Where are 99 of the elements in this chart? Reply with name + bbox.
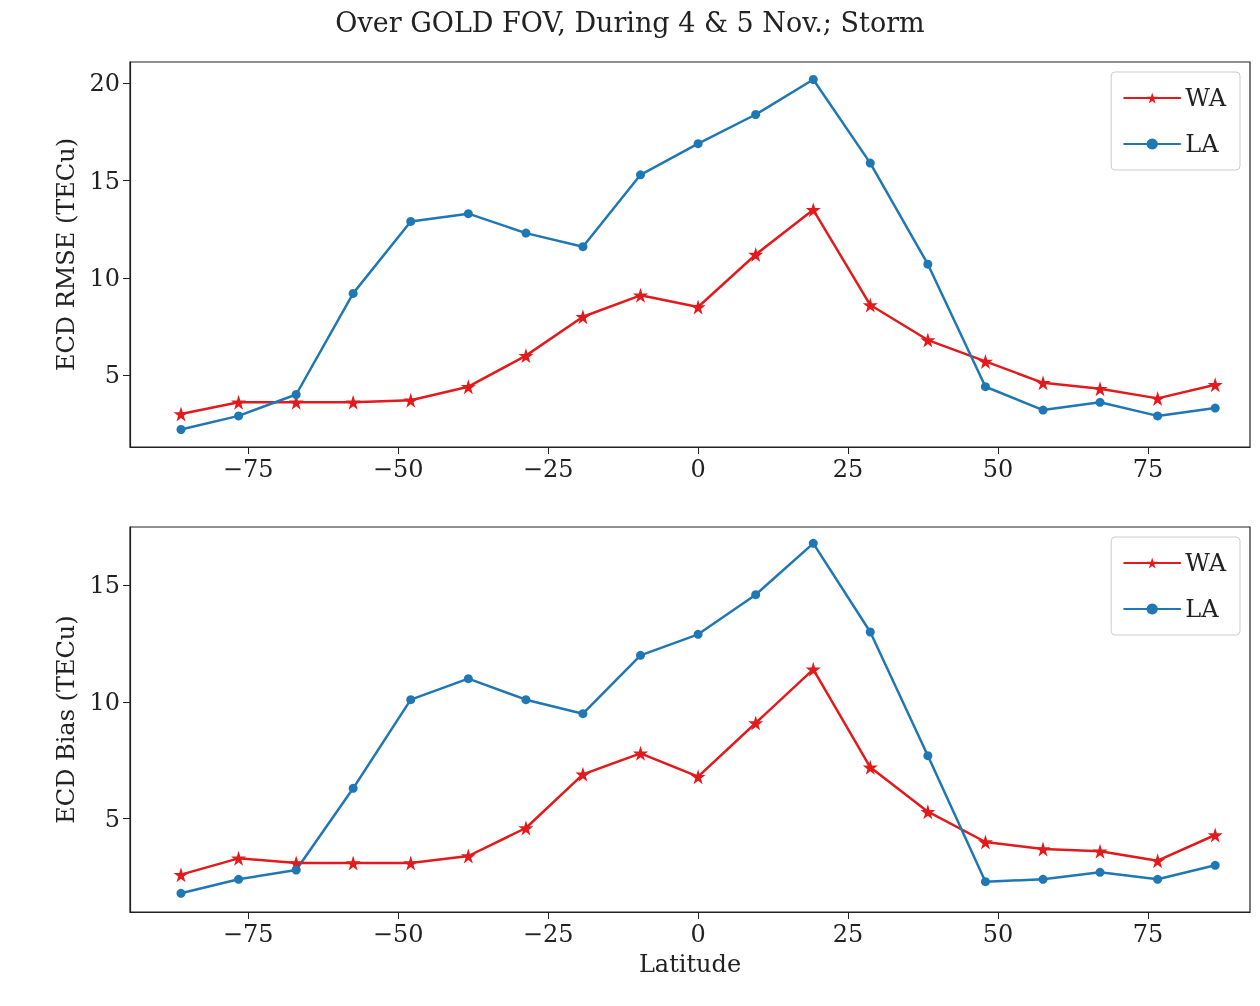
- point: [1092, 843, 1108, 859]
- point: [636, 650, 646, 660]
- point: [521, 228, 531, 238]
- x-tick-label: −25: [522, 455, 574, 483]
- point: [633, 745, 649, 761]
- point: [980, 877, 990, 887]
- x-tick-label: 0: [690, 920, 706, 948]
- point: [176, 888, 186, 898]
- point: [403, 392, 419, 408]
- x-tick-label: 75: [1132, 920, 1164, 948]
- point: [977, 353, 993, 369]
- x-tick-label: 25: [832, 920, 864, 948]
- x-axis-title: Latitude: [638, 950, 742, 978]
- point: [808, 538, 818, 548]
- point: [862, 297, 878, 313]
- point: [345, 855, 361, 871]
- x-tick-label: −50: [372, 920, 424, 948]
- point: [862, 759, 878, 775]
- point: [1035, 375, 1051, 391]
- point: [575, 309, 591, 325]
- x-tick-label: −25: [522, 920, 574, 948]
- point: [977, 834, 993, 850]
- point: [521, 695, 531, 705]
- point: [463, 674, 473, 684]
- point: [518, 820, 534, 836]
- point: [1210, 403, 1220, 413]
- point: [231, 850, 247, 866]
- point: [1038, 405, 1048, 415]
- point: [923, 751, 933, 761]
- x-tick-label: 75: [1132, 455, 1164, 483]
- point: [808, 75, 818, 84]
- x-tick-label: −50: [372, 455, 424, 483]
- point: [348, 783, 358, 793]
- point: [751, 590, 761, 600]
- y-tick-label: 20: [89, 69, 120, 98]
- y-tick-label: 5: [104, 361, 120, 390]
- legend-label: WA: [1185, 84, 1227, 112]
- legend-label: WA: [1185, 549, 1227, 577]
- point: [865, 627, 875, 637]
- point: [234, 874, 244, 884]
- x-tick-label: 50: [982, 920, 1014, 948]
- point: [636, 170, 646, 180]
- point: [1207, 827, 1223, 843]
- point: [406, 695, 416, 705]
- point: [805, 202, 821, 218]
- point: [748, 715, 764, 731]
- point: [173, 867, 189, 883]
- point: [1150, 390, 1166, 406]
- x-tick-label: −75: [222, 920, 274, 948]
- y-tick-label: 10: [89, 263, 120, 292]
- point: [690, 769, 706, 785]
- point: [403, 855, 419, 871]
- point: [291, 865, 301, 875]
- point: [693, 139, 703, 149]
- point: [1153, 874, 1163, 884]
- x-tick-label: −75: [222, 455, 274, 483]
- point: [518, 348, 534, 364]
- point: [1210, 860, 1220, 870]
- point: [1095, 397, 1105, 407]
- point: [460, 379, 476, 395]
- y-tick-label: 5: [104, 804, 120, 833]
- point: [1035, 841, 1051, 857]
- point: [805, 661, 821, 677]
- point: [865, 158, 875, 168]
- y-axis-title: ECD RMSE (TECu): [52, 137, 80, 372]
- point: [460, 848, 476, 864]
- point: [176, 425, 186, 434]
- point: [1038, 874, 1048, 884]
- legend-label: LA: [1185, 130, 1220, 158]
- point: [291, 390, 301, 399]
- point: [633, 287, 649, 303]
- point: [578, 709, 588, 719]
- point: [1095, 867, 1105, 877]
- y-tick-label: 15: [89, 571, 120, 600]
- point: [345, 394, 361, 410]
- point: [575, 766, 591, 782]
- point: [920, 332, 936, 348]
- point: [231, 394, 247, 410]
- point: [1207, 377, 1223, 393]
- point: [578, 242, 588, 252]
- point: [923, 259, 933, 269]
- y-axis-title: ECD Bias (TECu): [52, 615, 80, 824]
- point: [234, 411, 244, 421]
- y-tick-label: 10: [89, 688, 120, 716]
- x-tick-label: 0: [690, 455, 706, 483]
- point: [406, 216, 416, 226]
- point: [920, 804, 936, 820]
- point: [348, 288, 358, 298]
- point: [1153, 411, 1163, 421]
- point: [751, 110, 761, 119]
- chart-title: Over GOLD FOV, During 4 & 5 Nov.; Storm: [335, 7, 925, 38]
- point: [748, 247, 764, 262]
- legend-label: LA: [1185, 595, 1220, 623]
- x-tick-label: 50: [982, 455, 1014, 483]
- point: [693, 629, 703, 639]
- point: [463, 209, 473, 219]
- y-tick-label: 15: [89, 166, 120, 195]
- point: [980, 382, 990, 392]
- x-tick-label: 25: [832, 455, 864, 483]
